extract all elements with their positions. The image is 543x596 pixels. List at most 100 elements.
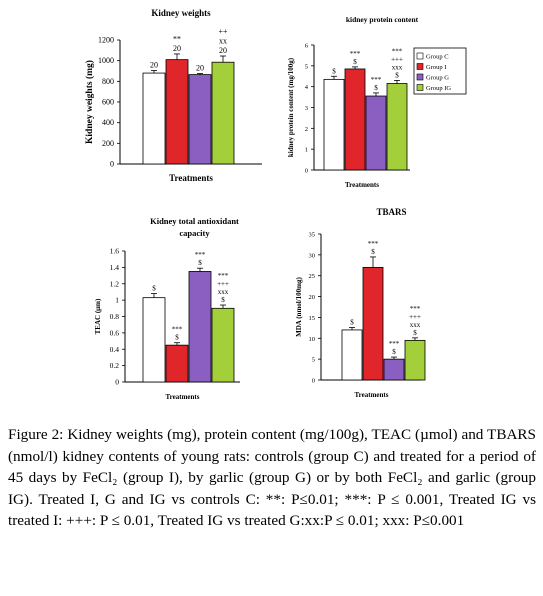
significance-label-1-3-0: 20 <box>219 46 227 55</box>
bar-4-group-g <box>383 358 405 381</box>
significance-label-1-3-1: xx <box>219 37 227 46</box>
y-tick-label-3-4: 0.8 <box>110 312 120 321</box>
figure-panels: Kidney weights020040060080010001200Treat… <box>84 8 467 401</box>
significance-label-4-1-1: *** <box>368 240 379 248</box>
legend-label-group-g: Group G <box>426 75 449 82</box>
bar-2-group-i <box>344 68 366 171</box>
y-tick-label-4-6: 30 <box>309 252 316 259</box>
chart-title-2: kidney protein content <box>346 15 419 24</box>
significance-label-4-0-0: $ <box>350 318 354 326</box>
legend-swatch-group-i <box>416 63 424 70</box>
x-axis-label-3: Treatments <box>166 393 200 401</box>
y-tick-label-2-5: 5 <box>305 63 308 70</box>
bar-3-group-ig <box>211 307 235 383</box>
y-tick-label-1-4: 800 <box>102 77 114 86</box>
significance-label-4-3-2: +++ <box>409 313 421 321</box>
y-axis-label-3: TEAC (µm) <box>94 298 102 334</box>
y-tick-label-4-0: 0 <box>312 378 315 385</box>
y-tick-label-3-8: 1.6 <box>110 247 120 256</box>
y-tick-label-2-6: 6 <box>305 43 309 50</box>
significance-label-1-1-0: 20 <box>173 44 181 53</box>
y-tick-label-4-5: 25 <box>309 273 316 280</box>
significance-label-4-2-0: $ <box>392 348 396 356</box>
y-tick-label-2-0: 0 <box>305 168 308 175</box>
y-tick-label-4-3: 15 <box>309 315 316 322</box>
x-axis-label-2: Treatments <box>345 181 379 189</box>
y-axis-label-1: Kidney weights (mg) <box>84 60 95 144</box>
significance-label-1-0-0: 20 <box>150 60 158 69</box>
bar-1-group-i <box>165 59 189 165</box>
figure-caption: Figure 2: Kidney weights (mg), protein c… <box>8 424 536 532</box>
significance-label-3-0-0: $ <box>152 285 156 293</box>
significance-label-2-3-2: +++ <box>391 55 403 63</box>
significance-label-4-3-3: *** <box>410 305 421 313</box>
bar-3-group-i <box>165 344 189 383</box>
bar-4-group-c <box>341 329 363 381</box>
significance-label-3-3-3: *** <box>218 272 229 280</box>
significance-label-3-2-0: $ <box>198 259 202 267</box>
y-tick-label-4-4: 20 <box>309 294 316 301</box>
significance-label-2-0-0: $ <box>332 67 336 75</box>
bar-1-group-ig <box>211 61 235 165</box>
y-tick-label-3-1: 0.2 <box>110 361 120 370</box>
y-tick-label-2-1: 1 <box>305 147 308 154</box>
legend-label-group-i: Group I <box>426 64 446 71</box>
chart-title-1: Kidney weights <box>151 8 211 18</box>
legend-swatch-group-ig <box>416 84 424 91</box>
caption-text: Kidney weights (mg), protein content (mg… <box>8 426 536 529</box>
bar-2-group-ig <box>386 83 408 171</box>
legend-label-group-c: Group C <box>426 54 449 61</box>
significance-label-2-3-3: *** <box>392 47 403 55</box>
significance-label-1-3-2: ++ <box>218 27 228 36</box>
significance-label-3-2-1: *** <box>195 251 206 259</box>
chart-title-3: Kidney total antioxidant <box>150 216 239 226</box>
bar-1-group-c <box>142 72 166 165</box>
y-tick-label-3-5: 1 <box>115 296 119 305</box>
significance-label-3-3-2: +++ <box>217 280 229 288</box>
y-axis-label-2: kidney protein content (mg/100g) <box>287 57 295 157</box>
y-tick-label-3-7: 1.4 <box>110 263 120 272</box>
bar-1-group-g <box>188 74 212 165</box>
y-tick-label-1-0: 0 <box>110 160 114 169</box>
legend-label-group-ig: Group IG <box>426 85 451 92</box>
significance-label-3-1-0: $ <box>175 334 179 342</box>
significance-label-2-2-0: $ <box>374 84 378 92</box>
y-tick-label-1-3: 600 <box>102 98 114 107</box>
y-tick-label-1-5: 1000 <box>98 56 114 65</box>
significance-label-2-3-1: xxx <box>392 63 403 71</box>
y-axis-label-4: MDA (nmol/100mg) <box>295 276 303 336</box>
y-tick-label-2-2: 2 <box>305 126 308 133</box>
significance-label-4-3-0: $ <box>413 329 417 337</box>
y-tick-label-3-2: 0.4 <box>110 345 120 354</box>
x-axis-label-4: Treatments <box>355 391 389 399</box>
significance-label-3-3-0: $ <box>221 296 225 304</box>
y-tick-label-4-7: 35 <box>309 232 316 239</box>
y-tick-label-3-0: 0 <box>115 378 119 387</box>
bar-4-group-ig <box>404 339 426 381</box>
legend-swatch-group-g <box>416 73 424 81</box>
legend-swatch-group-c <box>416 52 424 60</box>
y-tick-label-4-2: 10 <box>309 336 316 343</box>
chart-title-4: TBARS <box>376 207 406 217</box>
significance-label-2-3-0: $ <box>395 71 399 79</box>
significance-label-2-1-1: *** <box>350 50 361 58</box>
significance-label-2-2-1: *** <box>371 76 382 84</box>
caption-lead: Figure 2: <box>8 426 64 443</box>
y-tick-label-1-1: 200 <box>102 139 114 148</box>
significance-label-2-1-0: $ <box>353 58 357 66</box>
y-tick-label-2-4: 4 <box>305 84 309 91</box>
significance-label-4-3-1: xxx <box>410 321 421 329</box>
y-tick-label-4-1: 5 <box>312 357 315 364</box>
bar-4-group-i <box>362 266 384 381</box>
y-tick-label-1-6: 1200 <box>98 36 114 45</box>
significance-label-4-1-0: $ <box>371 248 375 256</box>
bar-3-group-c <box>142 297 166 383</box>
significance-label-3-1-1: *** <box>172 326 183 334</box>
y-tick-label-3-6: 1.2 <box>110 279 120 288</box>
significance-label-1-2-0: 20 <box>196 64 204 73</box>
y-tick-label-2-3: 3 <box>305 105 308 112</box>
significance-label-4-2-1: *** <box>389 340 400 348</box>
bar-2-group-c <box>323 78 345 171</box>
chart-title-3-line2: capacity <box>179 228 210 238</box>
x-axis-label-1: Treatments <box>169 173 213 183</box>
